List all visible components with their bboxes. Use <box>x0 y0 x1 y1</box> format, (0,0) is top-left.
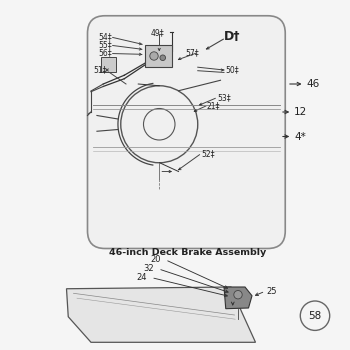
Circle shape <box>150 52 158 60</box>
Text: D†: D† <box>224 30 240 43</box>
Text: 51‡: 51‡ <box>94 65 107 75</box>
FancyBboxPatch shape <box>145 45 172 67</box>
Text: 24: 24 <box>136 273 147 282</box>
Text: 55‡: 55‡ <box>98 40 112 49</box>
Text: 4*: 4* <box>294 132 306 141</box>
Text: 25: 25 <box>266 287 276 296</box>
Text: 50‡: 50‡ <box>226 65 239 75</box>
FancyBboxPatch shape <box>101 57 116 72</box>
FancyBboxPatch shape <box>88 16 285 248</box>
Text: 49‡: 49‡ <box>150 29 164 38</box>
Text: 54‡: 54‡ <box>98 32 112 41</box>
Text: 57‡: 57‡ <box>186 48 199 57</box>
Text: 46-inch Deck Brake Assembly: 46-inch Deck Brake Assembly <box>108 248 266 257</box>
Text: 46: 46 <box>306 79 320 89</box>
Text: 58: 58 <box>308 311 322 321</box>
Text: 21‡: 21‡ <box>206 102 220 111</box>
Text: 32: 32 <box>144 264 154 273</box>
Circle shape <box>160 55 166 61</box>
Text: 56‡: 56‡ <box>98 48 112 57</box>
Text: 12: 12 <box>294 107 307 117</box>
Circle shape <box>234 290 242 299</box>
Polygon shape <box>66 287 256 342</box>
Text: 52‡: 52‡ <box>201 149 215 159</box>
Text: 53‡: 53‡ <box>217 93 231 103</box>
Polygon shape <box>224 287 252 309</box>
Text: 20: 20 <box>150 255 161 264</box>
